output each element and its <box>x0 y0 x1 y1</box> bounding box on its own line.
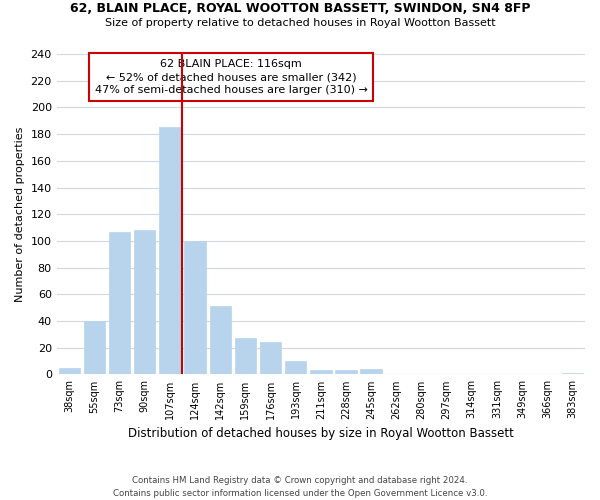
Bar <box>59 368 80 374</box>
Bar <box>562 373 583 374</box>
Bar <box>109 232 130 374</box>
Text: 62 BLAIN PLACE: 116sqm
← 52% of detached houses are smaller (342)
47% of semi-de: 62 BLAIN PLACE: 116sqm ← 52% of detached… <box>95 59 367 95</box>
Bar <box>310 370 332 374</box>
Bar <box>209 306 231 374</box>
Text: Size of property relative to detached houses in Royal Wootton Bassett: Size of property relative to detached ho… <box>104 18 496 28</box>
Text: 62, BLAIN PLACE, ROYAL WOOTTON BASSETT, SWINDON, SN4 8FP: 62, BLAIN PLACE, ROYAL WOOTTON BASSETT, … <box>70 2 530 16</box>
Bar <box>361 369 382 374</box>
Bar <box>235 338 256 374</box>
Bar <box>260 342 281 374</box>
Bar <box>159 128 181 374</box>
Bar <box>84 321 105 374</box>
Bar <box>285 361 307 374</box>
X-axis label: Distribution of detached houses by size in Royal Wootton Bassett: Distribution of detached houses by size … <box>128 427 514 440</box>
Bar <box>134 230 155 374</box>
Y-axis label: Number of detached properties: Number of detached properties <box>15 126 25 302</box>
Bar <box>335 370 356 374</box>
Bar <box>184 241 206 374</box>
Text: Contains HM Land Registry data © Crown copyright and database right 2024.
Contai: Contains HM Land Registry data © Crown c… <box>113 476 487 498</box>
